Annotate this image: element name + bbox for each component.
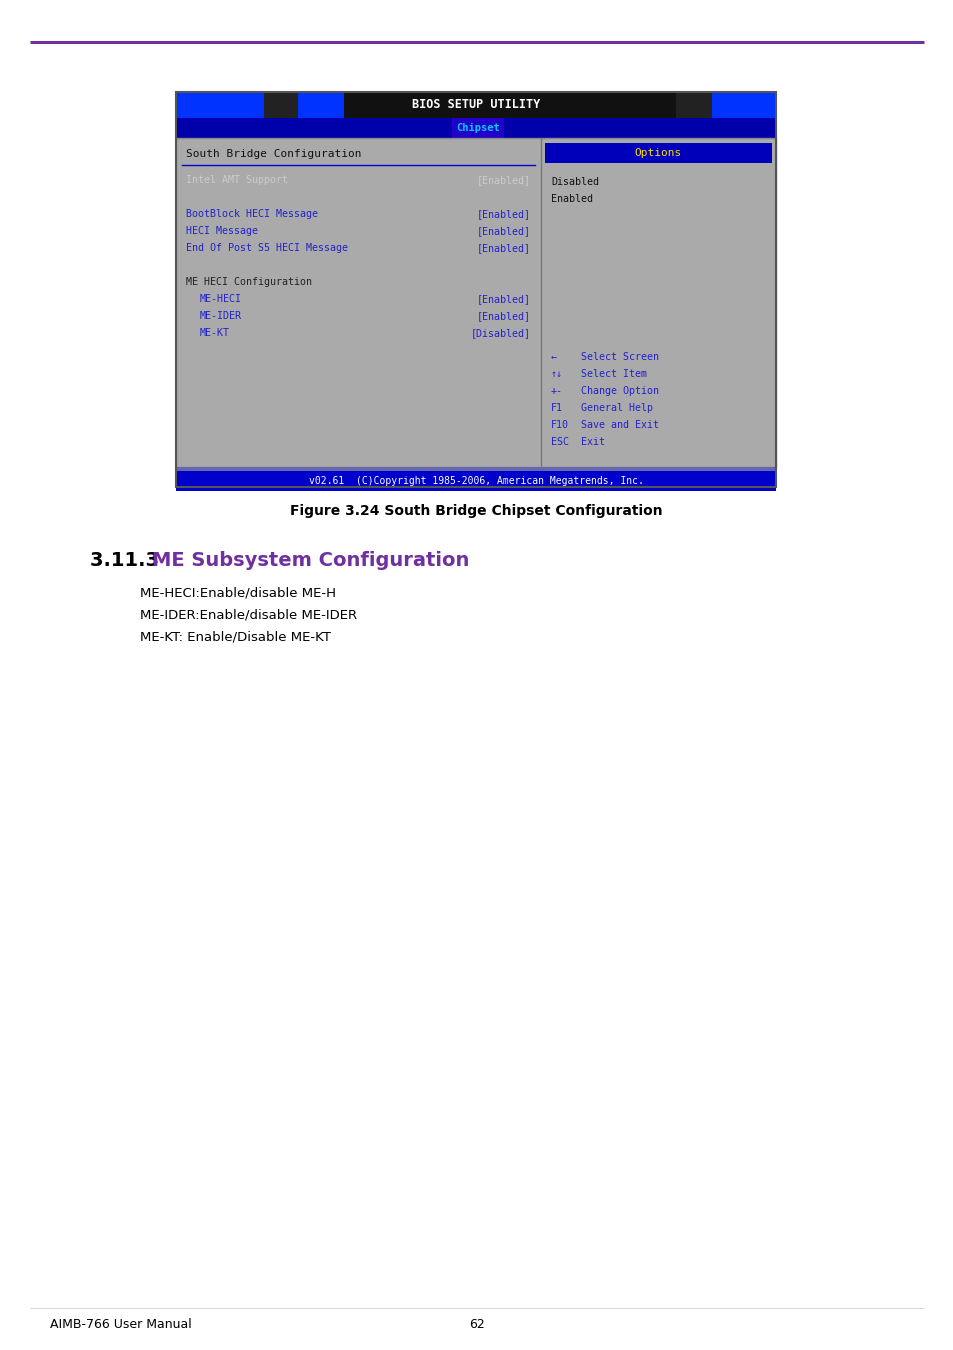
Text: Intel AMT Support: Intel AMT Support bbox=[186, 176, 288, 185]
Text: ME Subsystem Configuration: ME Subsystem Configuration bbox=[152, 552, 469, 571]
Text: Disabled: Disabled bbox=[551, 177, 598, 188]
Text: v02.61  (C)Copyright 1985-2006, American Megatrends, Inc.: v02.61 (C)Copyright 1985-2006, American … bbox=[308, 477, 642, 486]
Text: ME-HECI:Enable/disable ME-H: ME-HECI:Enable/disable ME-H bbox=[140, 586, 335, 599]
Text: [Enabled]: [Enabled] bbox=[476, 243, 531, 252]
Text: HECI Message: HECI Message bbox=[186, 225, 257, 236]
Text: F1: F1 bbox=[551, 404, 562, 413]
Bar bbox=[544, 143, 771, 163]
Text: [Disabled]: [Disabled] bbox=[471, 328, 531, 338]
Bar bbox=[175, 138, 775, 467]
Text: General Help: General Help bbox=[580, 404, 652, 413]
Bar bbox=[175, 92, 775, 487]
Text: Enabled: Enabled bbox=[551, 194, 593, 204]
Text: South Bridge Configuration: South Bridge Configuration bbox=[186, 148, 361, 159]
Text: [Enabled]: [Enabled] bbox=[476, 294, 531, 304]
Text: ESC: ESC bbox=[551, 437, 568, 447]
Text: ←: ← bbox=[551, 352, 557, 362]
Text: [Enabled]: [Enabled] bbox=[476, 225, 531, 236]
Text: F10: F10 bbox=[551, 420, 568, 431]
Bar bbox=[679, 92, 725, 117]
Text: ME-IDER: ME-IDER bbox=[200, 310, 242, 321]
Bar bbox=[264, 92, 297, 117]
Bar bbox=[175, 92, 775, 117]
Text: Change Option: Change Option bbox=[580, 386, 659, 396]
Text: +-: +- bbox=[551, 386, 562, 396]
Bar bbox=[452, 117, 503, 138]
Text: BootBlock HECI Message: BootBlock HECI Message bbox=[186, 209, 317, 219]
Text: AIMB-766 User Manual: AIMB-766 User Manual bbox=[50, 1319, 192, 1331]
Text: ME-HECI: ME-HECI bbox=[200, 294, 242, 304]
Text: 3.11.3: 3.11.3 bbox=[90, 552, 166, 571]
Text: ↑↓: ↑↓ bbox=[551, 369, 562, 379]
Text: ME HECI Configuration: ME HECI Configuration bbox=[186, 277, 312, 288]
Text: 62: 62 bbox=[469, 1319, 484, 1331]
Bar bbox=[175, 92, 264, 117]
Text: [Enabled]: [Enabled] bbox=[476, 310, 531, 321]
Bar bbox=[725, 92, 775, 117]
Text: Chipset: Chipset bbox=[456, 123, 499, 134]
Text: BIOS SETUP UTILITY: BIOS SETUP UTILITY bbox=[412, 99, 539, 112]
Bar bbox=[297, 92, 344, 117]
Bar bbox=[175, 471, 775, 491]
Text: Save and Exit: Save and Exit bbox=[580, 420, 659, 431]
Text: Select Screen: Select Screen bbox=[580, 352, 659, 362]
Bar bbox=[676, 92, 711, 117]
Bar bbox=[175, 117, 775, 138]
Text: Options: Options bbox=[634, 148, 681, 158]
Text: [Enabled]: [Enabled] bbox=[476, 176, 531, 185]
Bar bbox=[175, 467, 775, 471]
Text: Select Item: Select Item bbox=[580, 369, 646, 379]
Text: ME-KT: ME-KT bbox=[200, 328, 230, 338]
Text: End Of Post S5 HECI Message: End Of Post S5 HECI Message bbox=[186, 243, 348, 252]
Text: ME-KT: Enable/Disable ME-KT: ME-KT: Enable/Disable ME-KT bbox=[140, 630, 331, 644]
Text: [Enabled]: [Enabled] bbox=[476, 209, 531, 219]
Text: ME-IDER:Enable/disable ME-IDER: ME-IDER:Enable/disable ME-IDER bbox=[140, 609, 356, 621]
Bar bbox=[175, 138, 775, 467]
Text: Figure 3.24 South Bridge Chipset Configuration: Figure 3.24 South Bridge Chipset Configu… bbox=[290, 504, 661, 518]
Text: Exit: Exit bbox=[580, 437, 604, 447]
